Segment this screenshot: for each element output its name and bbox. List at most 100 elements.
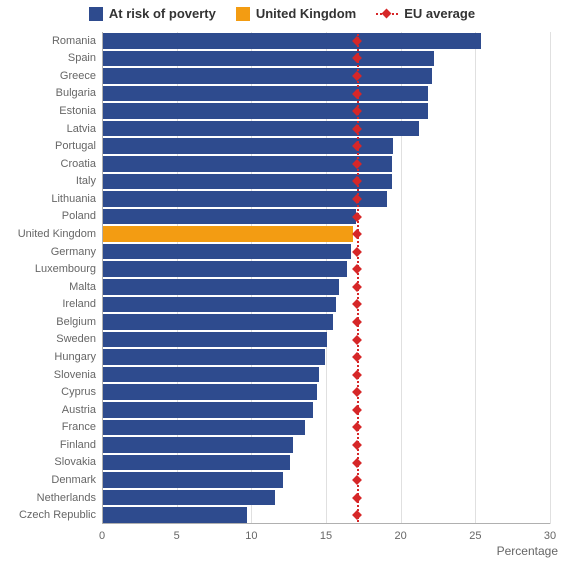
bar-label: Belgium xyxy=(56,316,102,328)
plot-area: RomaniaSpainGreeceBulgariaEstoniaLatviaP… xyxy=(102,32,550,524)
bar-row: Hungary xyxy=(102,348,550,366)
legend-label-highlight: United Kingdom xyxy=(256,6,356,21)
x-tick-label: 30 xyxy=(544,530,556,542)
bar-label: Luxembourg xyxy=(35,263,102,275)
bar-label: United Kingdom xyxy=(18,228,102,240)
bar-label: Greece xyxy=(60,70,102,82)
bar-label: Finland xyxy=(60,439,102,451)
bar-row: Denmark xyxy=(102,471,550,489)
bar-label: Denmark xyxy=(51,474,102,486)
bar-row: Germany xyxy=(102,243,550,261)
legend-label-series: At risk of poverty xyxy=(109,6,216,21)
bar-row: Ireland xyxy=(102,296,550,314)
bar-label: Ireland xyxy=(62,298,102,310)
legend-marker-avg xyxy=(376,7,398,21)
bar-row: Austria xyxy=(102,401,550,419)
x-axis-title: Percentage xyxy=(497,544,558,558)
bar xyxy=(102,244,351,260)
bar-label: France xyxy=(62,421,102,433)
x-tick-label: 15 xyxy=(320,530,332,542)
bar-label: Croatia xyxy=(61,158,102,170)
bar-label: Estonia xyxy=(59,105,102,117)
bar-row: Luxembourg xyxy=(102,260,550,278)
bar xyxy=(102,349,325,365)
bar xyxy=(102,420,305,436)
legend-swatch-series xyxy=(89,7,103,21)
bar-row: Poland xyxy=(102,208,550,226)
bar-row: Estonia xyxy=(102,102,550,120)
bar xyxy=(102,332,327,348)
x-tick-label: 0 xyxy=(99,530,105,542)
bar-label: Germany xyxy=(51,246,102,258)
bar xyxy=(102,226,353,242)
bar-row: Greece xyxy=(102,67,550,85)
bar-row: United Kingdom xyxy=(102,225,550,243)
bar-row: Lithuania xyxy=(102,190,550,208)
bar-row: Bulgaria xyxy=(102,85,550,103)
bar-label: Romania xyxy=(52,35,102,47)
bar xyxy=(102,138,393,154)
bar-row: Slovakia xyxy=(102,454,550,472)
bar-label: Cyprus xyxy=(61,386,102,398)
y-axis-line xyxy=(102,32,103,524)
poverty-chart: At risk of poverty United Kingdom EU ave… xyxy=(0,0,564,564)
bar-label: Netherlands xyxy=(37,492,102,504)
bar-label: Malta xyxy=(69,281,102,293)
legend-swatch-highlight xyxy=(236,7,250,21)
x-tick-label: 5 xyxy=(174,530,180,542)
bar-row: Romania xyxy=(102,32,550,50)
bar xyxy=(102,314,333,330)
bar-label: Poland xyxy=(62,210,102,222)
bar-row: Cyprus xyxy=(102,383,550,401)
bars-container: RomaniaSpainGreeceBulgariaEstoniaLatviaP… xyxy=(102,32,550,524)
bar-label: Portugal xyxy=(55,140,102,152)
legend-label-avg: EU average xyxy=(404,6,475,21)
bar xyxy=(102,297,336,313)
bar xyxy=(102,437,293,453)
bar-row: Netherlands xyxy=(102,489,550,507)
legend: At risk of poverty United Kingdom EU ave… xyxy=(0,6,564,21)
x-tick-label: 20 xyxy=(395,530,407,542)
legend-item-series: At risk of poverty xyxy=(89,6,216,21)
bar xyxy=(102,51,434,67)
bar-label: Slovenia xyxy=(54,369,102,381)
bar xyxy=(102,121,419,137)
bar-row: Slovenia xyxy=(102,366,550,384)
grid-line xyxy=(550,32,551,524)
bar-row: France xyxy=(102,419,550,437)
legend-item-avg: EU average xyxy=(376,6,475,21)
x-axis-line xyxy=(102,523,550,524)
x-tick-label: 10 xyxy=(245,530,257,542)
bar xyxy=(102,156,392,172)
legend-item-highlight: United Kingdom xyxy=(236,6,356,21)
bar-label: Italy xyxy=(76,175,102,187)
bar-row: Czech Republic xyxy=(102,506,550,524)
bar xyxy=(102,402,313,418)
bar xyxy=(102,261,347,277)
bar xyxy=(102,191,387,207)
bar-label: Lithuania xyxy=(51,193,102,205)
bar xyxy=(102,33,481,49)
bar xyxy=(102,455,290,471)
bar-row: Sweden xyxy=(102,331,550,349)
bar xyxy=(102,507,247,523)
bar-row: Croatia xyxy=(102,155,550,173)
bar-label: Austria xyxy=(62,404,102,416)
bar-row: Spain xyxy=(102,50,550,68)
bar xyxy=(102,490,275,506)
bar xyxy=(102,174,392,190)
bar-row: Belgium xyxy=(102,313,550,331)
bar xyxy=(102,68,432,84)
bar xyxy=(102,367,319,383)
bar-row: Portugal xyxy=(102,137,550,155)
bar-row: Finland xyxy=(102,436,550,454)
bar xyxy=(102,209,356,225)
bar-row: Malta xyxy=(102,278,550,296)
bar-label: Sweden xyxy=(56,333,102,345)
bar xyxy=(102,472,283,488)
bar-label: Hungary xyxy=(54,351,102,363)
bar-label: Slovakia xyxy=(54,456,102,468)
bar xyxy=(102,86,428,102)
bar-label: Spain xyxy=(68,52,102,64)
bar-label: Czech Republic xyxy=(19,509,102,521)
